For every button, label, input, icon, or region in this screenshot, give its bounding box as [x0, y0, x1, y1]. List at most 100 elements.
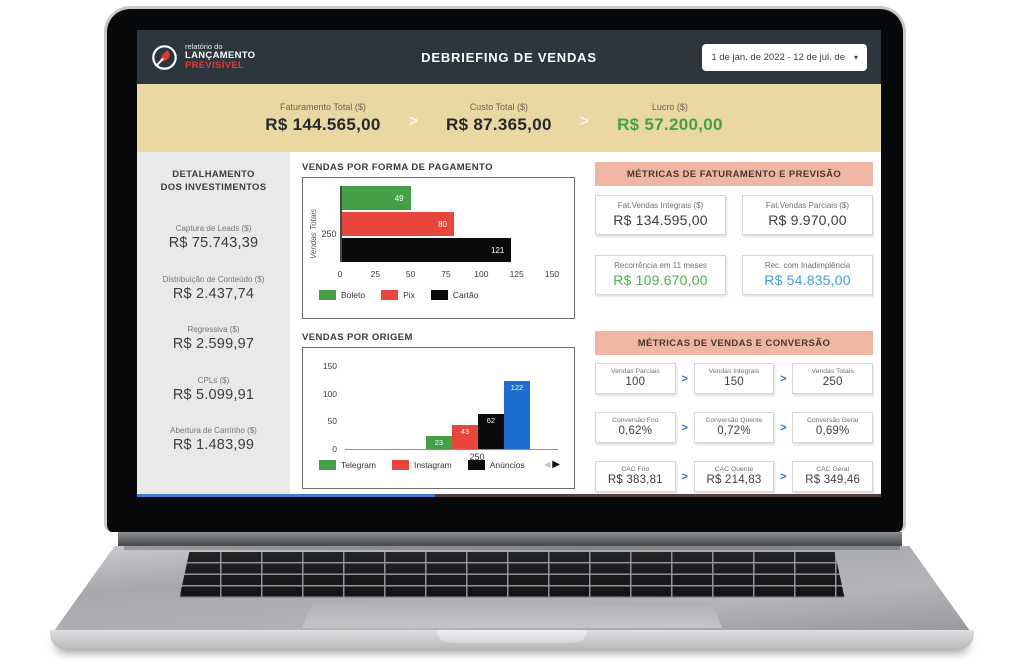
legend-label: Cartão	[452, 290, 479, 300]
card-label: Fat.Vendas Integrais ($)	[617, 201, 704, 210]
laptop-lid: relatório do LANÇAMENTO PREVISÍVEL DEBRI…	[104, 6, 906, 532]
legend-items: Boleto Pix Cartão	[319, 290, 478, 300]
sidebar-item-label: Captura de Leads ($)	[175, 224, 252, 234]
x-axis-tick: 125	[509, 269, 524, 279]
charts-column: VENDAS POR FORMA DE PAGAMENTO Vendas Tot…	[290, 152, 592, 497]
cac-row: CAC Frio R$ 383,81 > CAC Quente R$ 214,8…	[595, 461, 873, 492]
bar-boleto[interactable]: 49	[342, 186, 411, 210]
sidebar-item-label: Distribuição de Conteúdo ($)	[162, 274, 265, 284]
conversao-row: Conversão Frio 0,62% > Conversão Quente …	[595, 412, 873, 443]
x-axis-tick: 25	[370, 269, 381, 279]
card-value: R$ 383,81	[607, 474, 663, 486]
card-cac-geral: CAC Geral R$ 349,46	[792, 461, 873, 492]
card-cac-frio: CAC Frio R$ 383,81	[595, 461, 676, 492]
logo-line-1: relatório do	[185, 42, 223, 52]
legend-items: Telegram Instagram Anúncios	[319, 459, 525, 470]
legend-item-telegram[interactable]: Telegram	[319, 459, 376, 470]
legend-item-instagram[interactable]: Instagram	[391, 459, 452, 470]
faturamento-cards: Fat.Vendas Integrais ($) R$ 134.595,00 F…	[595, 195, 873, 295]
dashboard-header: relatório do LANÇAMENTO PREVISÍVEL DEBRI…	[137, 30, 881, 84]
legend-item-anúncios[interactable]: Anúncios	[467, 459, 525, 470]
metrics-column: MÉTRICAS DE FATURAMENTO E PREVISÃO Fat.V…	[592, 152, 881, 497]
legend-item-cartão[interactable]: Cartão	[430, 290, 479, 300]
card-vendas-parciais: Vendas Parciais 100	[595, 363, 676, 394]
bar-value-label: 121	[491, 245, 505, 255]
card-value: 100	[625, 376, 646, 388]
dashboard-content: DETALHAMENTO DOS INVESTIMENTOS Captura d…	[137, 152, 881, 497]
bar-value-label: 49	[394, 193, 404, 203]
sidebar-item-regressiva: Regressiva ($) R$ 2.599,97	[143, 325, 284, 352]
kpi-value: R$ 57.200,00	[617, 114, 723, 134]
sidebar-item-value: R$ 2.599,97	[172, 336, 255, 353]
laptop-front-edge	[50, 630, 974, 650]
card-conversao-geral: Conversão Geral 0,69%	[792, 412, 873, 443]
y-axis-tick: 250	[321, 228, 337, 239]
sidebar-item-captura-leads: Captura de Leads ($) R$ 75.743,39	[143, 224, 284, 251]
origin-bars: 23 43 62 122	[425, 380, 530, 449]
sidebar-title-line2: DOS INVESTIMENTOS	[160, 182, 267, 194]
legend-swatch	[467, 459, 485, 470]
chevron-down-icon: ▾	[853, 52, 858, 62]
card-label: Vendas Parciais	[610, 368, 660, 375]
chevron-right-icon: >	[681, 470, 688, 483]
y-axis-label: Vendas Totais	[309, 208, 318, 259]
card-label: Vendas Integrais	[708, 368, 760, 375]
legend-item-pix[interactable]: Pix	[381, 290, 415, 300]
card-label: Conversão Quente	[705, 417, 763, 424]
kpi-label: Faturamento Total ($)	[280, 101, 366, 112]
payment-chart: Vendas Totais 250 49 80 121 0 25 50 75 100 125 1…	[302, 177, 575, 319]
payment-plot: Vendas Totais 250 49 80 121 0 25 50 75 100 125 1…	[309, 186, 568, 281]
card-cac-quente: CAC Quente R$ 214,83	[693, 461, 775, 492]
kpi-label: Lucro ($)	[651, 101, 688, 112]
card-value: 0,72%	[717, 425, 751, 437]
card-vendas-totais: Vendas Totais 250	[792, 363, 873, 394]
legend-label: Anúncios	[489, 459, 525, 470]
faturamento-panel-title: MÉTRICAS DE FATURAMENTO E PREVISÃO	[595, 162, 873, 186]
kpi-banner: Faturamento Total ($) R$ 144.565,00 > Cu…	[137, 84, 881, 152]
legend-item-boleto[interactable]: Boleto	[319, 290, 365, 300]
bar-value-label: 80	[438, 219, 447, 229]
chevron-right-icon: >	[579, 113, 590, 130]
legend-next-icon[interactable]: ▶	[552, 459, 560, 470]
bar-cartão[interactable]: 121	[342, 238, 512, 262]
bar-value-label: 23	[434, 438, 444, 448]
y-axis-tick: 150	[322, 361, 337, 371]
legend-label: Instagram	[413, 459, 452, 470]
dashboard-screen: relatório do LANÇAMENTO PREVISÍVEL DEBRI…	[137, 30, 881, 497]
card-conversao-frio: Conversão Frio 0,62%	[595, 412, 676, 443]
bar-anúncios[interactable]: 62	[477, 414, 504, 449]
y-axis-tick: 50	[327, 416, 337, 427]
card-value: 150	[724, 376, 744, 388]
chevron-right-icon: >	[681, 372, 688, 385]
payment-legend: Boleto Pix Cartão	[319, 290, 560, 300]
bar-instagram[interactable]: 43	[451, 424, 478, 449]
legend-label: Boleto	[341, 290, 366, 300]
card-value: R$ 214,83	[706, 474, 762, 486]
bar-value-label: 122	[510, 382, 524, 392]
investments-sidebar: DETALHAMENTO DOS INVESTIMENTOS Captura d…	[137, 152, 290, 497]
vendas-row: Vendas Parciais 100 > Vendas Integrais 1…	[595, 363, 873, 394]
card-value: R$ 54.835,00	[764, 272, 851, 288]
card-value: 0,69%	[815, 425, 850, 437]
card-value: 250	[822, 376, 843, 388]
sidebar-items: Captura de Leads ($) R$ 75.743,39 Distri…	[143, 201, 284, 477]
card-label: Recorrência em 11 meses	[614, 261, 707, 270]
kpi-label: Custo Total ($)	[469, 101, 529, 112]
card-rec-inadimplencia: Rec. com Inadimplência R$ 54.835,00	[742, 255, 873, 295]
x-axis-tick: 100	[474, 269, 489, 279]
y-axis-tick: 100	[322, 388, 337, 399]
date-range-selector[interactable]: 1 de jan. de 2022 - 12 de jul. de ▾	[702, 43, 867, 71]
laptop-hinge	[118, 532, 902, 546]
card-label: CAC Quente	[714, 466, 754, 473]
bar-telegram[interactable]: 23	[425, 436, 452, 449]
x-axis-tick: 150	[544, 269, 560, 279]
bar-value-label: 62	[486, 416, 496, 426]
bar-blue[interactable]: 122	[503, 380, 530, 449]
legend-swatch	[391, 459, 409, 470]
bar-pix[interactable]: 80	[342, 212, 454, 236]
card-value: R$ 349,46	[805, 474, 861, 486]
sidebar-item-value: R$ 1.483,99	[172, 437, 255, 454]
chevron-right-icon: >	[681, 421, 688, 434]
legend-prev-icon[interactable]: ◀	[544, 460, 551, 469]
legend-pager: ◀ ▶	[544, 459, 560, 470]
